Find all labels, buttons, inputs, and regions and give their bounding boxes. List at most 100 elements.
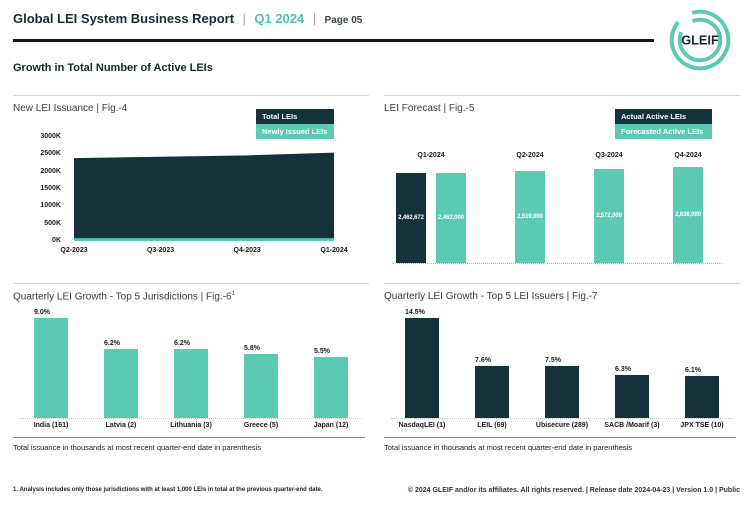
bar-group-q1-2024: Q1-2024 2,462,672 2,462,000 [396, 151, 466, 263]
y-tick: 3000K [40, 133, 61, 140]
group-header: Q1-2024 [417, 152, 445, 159]
footnote-marker: 1 [231, 291, 235, 297]
bar-group-q4-2024: Q4-2024 2,638,000 [673, 151, 703, 263]
x-tick: Q3-2023 [146, 247, 175, 254]
report-title: Global LEI System Business Report [13, 11, 235, 26]
bar-category-label: Greece (5) [243, 422, 279, 429]
report-header: Global LEI System Business Report | Q1 2… [13, 10, 362, 28]
chart-note: Total issuance in thousands at most rece… [13, 443, 262, 452]
chart-title-fig6: Quarterly LEI Growth - Top 5 Jurisdictio… [13, 291, 235, 302]
baseline-fig5 [392, 263, 722, 264]
legend-item-actual-active-leis: Actual Active LEIs [615, 109, 712, 124]
bar [104, 349, 138, 418]
bar [314, 357, 348, 418]
total-leis-area [74, 152, 334, 241]
bar-category-label: JPX TSE (10) [680, 422, 724, 429]
bar-category-label: SACB /Moarif (3) [604, 422, 660, 429]
chart-panel-top5-jurisdictions: Quarterly LEI Growth - Top 5 Jurisdictio… [13, 283, 369, 460]
bar-value-label: 2,462,000 [438, 215, 464, 221]
bar [174, 349, 208, 418]
bar-value-label: 6.2% [104, 340, 120, 347]
bar-category-label: Latvia (2) [105, 422, 137, 429]
y-tick: 2500K [40, 150, 61, 158]
baseline-fig6 [20, 418, 362, 419]
bar-forecast-q1-2024: 2,462,000 [436, 173, 466, 263]
bars-fig7: 14.5% NasdaqLEI (1) 7.6% LEIL (69) 7.5% … [391, 305, 733, 429]
bar-forecast-q3-2024: 2,572,000 [594, 169, 624, 263]
gleif-logo-text: GLEIF [681, 33, 719, 48]
bar-column-leil: 7.6% LEIL (69) [461, 305, 523, 429]
bar-column-latvia: 6.2% Latvia (2) [90, 305, 152, 429]
y-tick: 1500K [40, 184, 61, 192]
bar-column-sacb-moarif: 6.3% SACB /Moarif (3) [601, 305, 663, 429]
bar-value-label: 6.2% [174, 340, 190, 347]
bar-value-label: 14.5% [405, 309, 425, 316]
x-tick: Q4-2023 [233, 247, 261, 254]
group-header: Q2-2024 [516, 152, 544, 159]
bar [545, 366, 579, 418]
bar-column-nasdaqlei: 14.5% NasdaqLEI (1) [391, 305, 453, 429]
bar-value-label: 5.5% [314, 348, 330, 355]
bar [475, 366, 509, 418]
y-tick: 1000K [40, 202, 61, 210]
legend-item-forecasted-active-leis: Forecasted Active LEIs [615, 124, 712, 139]
bar-category-label: NasdaqLEI (1) [398, 422, 446, 429]
bars-fig6: 9.0% India (161) 6.2% Latvia (2) 6.2% Li… [20, 305, 362, 429]
chart-title-fig5: LEI Forecast | Fig.-5 [384, 103, 475, 114]
chart-panel-new-lei-issuance: New LEI Issuance | Fig.-4 Total LEIs New… [13, 95, 369, 276]
bar-category-label: Lithuania (3) [170, 422, 212, 429]
x-tick: Q1-2024 [320, 247, 348, 254]
legend-item-total-leis: Total LEIs [256, 109, 334, 124]
bar-category-label: Japan (12) [313, 422, 349, 429]
note-divider [384, 437, 736, 438]
bar-value-label: 6.1% [685, 367, 701, 374]
baseline-fig7 [391, 418, 733, 419]
y-axis-fig4: 3000K 2500K 2000K 1500K 1000K 500K 0K [13, 132, 61, 246]
y-tick: 0K [52, 236, 61, 244]
chart-panel-lei-forecast: LEI Forecast | Fig.-5 Actual Active LEIs… [384, 95, 740, 276]
separator: | [312, 11, 317, 26]
bar-group-q3-2024: Q3-2024 2,572,000 [594, 151, 624, 263]
bar-forecast-q4-2024: 2,638,000 [673, 167, 703, 263]
chart-panel-top5-lei-issuers: Quarterly LEI Growth - Top 5 LEI Issuers… [384, 283, 740, 460]
gleif-logo-icon: GLEIF [669, 9, 731, 71]
page-number: Page 05 [324, 15, 363, 26]
note-divider [13, 437, 365, 438]
bar-value-label: 5.8% [244, 345, 260, 352]
bar-value-label: 2,519,000 [517, 214, 543, 220]
bar-value-label: 7.5% [545, 357, 561, 364]
chart-title-text: Quarterly LEI Growth - Top 5 Jurisdictio… [13, 291, 232, 303]
footnote: 1. Analysis includes only those jurisdic… [13, 487, 323, 493]
x-tick: Q2-2023 [60, 247, 88, 254]
chart-note: Total issuance in thousands at most rece… [384, 443, 633, 452]
y-tick: 2000K [40, 167, 61, 175]
bar-value-label: 2,572,000 [596, 213, 622, 219]
group-header: Q3-2024 [595, 152, 623, 159]
newly-issued-leis-area [74, 238, 334, 241]
bar-column-japan: 5.5% Japan (12) [300, 305, 362, 429]
bar [615, 375, 649, 418]
y-tick: 500K [44, 219, 61, 227]
bar-column-greece: 5.8% Greece (5) [230, 305, 292, 429]
bar-forecast-q2-2024: 2,519,000 [515, 171, 545, 263]
bar-value-label: 2,638,000 [675, 212, 701, 218]
legend-fig5: Actual Active LEIs Forecasted Active LEI… [615, 109, 712, 139]
bar-category-label: LEIL (69) [477, 422, 507, 429]
bar [685, 376, 719, 418]
bar [244, 354, 278, 418]
bar-value-label: 2,462,672 [398, 215, 424, 221]
bar [405, 318, 439, 418]
chart-title-fig7: Quarterly LEI Growth - Top 5 LEI Issuers… [384, 291, 598, 302]
legend-fig4: Total LEIs Newly Issued LEIs [256, 109, 334, 139]
bar-group-q2-2024: Q2-2024 2,519,000 [515, 151, 545, 263]
bar-category-label: Ubisecure (289) [535, 422, 589, 429]
bar-column-lithuania: 6.2% Lithuania (3) [160, 305, 222, 429]
chart-title-fig4: New LEI Issuance | Fig.-4 [13, 103, 128, 114]
group-header: Q4-2024 [674, 152, 702, 159]
bar-value-label: 7.6% [475, 357, 491, 364]
bar-actual-q1-2024: 2,462,672 [396, 173, 426, 263]
separator: | [242, 11, 246, 26]
bar-category-label: India (161) [33, 422, 69, 429]
bar-column-jpx-tse: 6.1% JPX TSE (10) [671, 305, 733, 429]
